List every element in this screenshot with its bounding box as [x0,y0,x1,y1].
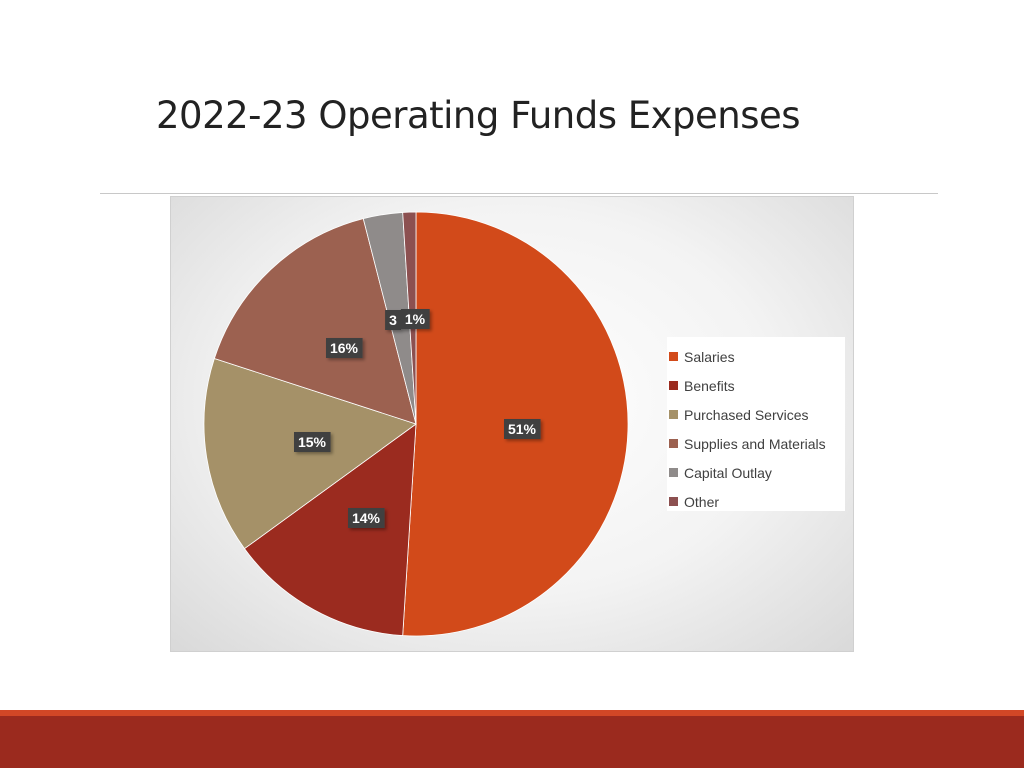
legend-item-benefits: Benefits [669,371,845,400]
legend-label-salaries: Salaries [684,348,735,365]
data-label-other: 1% [400,309,430,329]
legend-swatch-benefits [669,381,678,390]
legend-item-purchased-services: Purchased Services [669,400,845,429]
data-label-text-capital-outlay: 3 [389,312,397,328]
legend-item-supplies-and-materials: Supplies and Materials [669,429,845,458]
pie-chart: 51% 14% 15% 16% 3 1% [203,211,629,637]
legend-label-purchased-services: Purchased Services [684,406,809,423]
legend-item-other: Other [669,487,845,516]
title-divider [100,193,938,194]
legend-swatch-salaries [669,352,678,361]
data-label-box-benefits [348,508,385,528]
data-label-box-other [400,309,430,329]
legend-label-benefits: Benefits [684,377,735,394]
data-label-purchased-services: 15% [294,432,331,452]
legend-label-other: Other [684,493,720,510]
data-label-benefits: 14% [348,508,385,528]
chart-area: 51% 14% 15% 16% 3 1% Salaries Benefits Purcha… [170,196,854,652]
data-label-text-other: 1% [405,311,426,327]
pie-slice-supplies-and-materials [213,218,417,425]
legend-label-capital-outlay: Capital Outlay [684,464,772,481]
legend-label-supplies-and-materials: Supplies and Materials [684,435,826,452]
data-label-text-salaries: 51% [508,421,537,437]
data-label-salaries: 51% [504,419,541,439]
data-label-box-salaries [504,419,541,439]
legend-item-salaries: Salaries [669,342,845,371]
pie-slice-benefits [243,423,417,637]
data-label-text-benefits: 14% [352,510,381,526]
footer-band [0,716,1024,768]
legend-swatch-supplies-and-materials [669,439,678,448]
data-label-text-supplies-and-materials: 16% [330,340,359,356]
legend-swatch-capital-outlay [669,468,678,477]
data-label-text-purchased-services: 15% [298,434,327,450]
legend-swatch-other [669,497,678,506]
data-label-box-purchased-services [294,432,331,452]
legend-item-capital-outlay: Capital Outlay [669,458,845,487]
data-label-capital-outlay: 3 [385,310,402,330]
chart-legend: Salaries Benefits Purchased Services Sup… [667,337,845,511]
pie-slice-purchased-services [203,357,417,550]
slide-title: 2022-23 Operating Funds Expenses [156,94,801,137]
data-label-box-capital-outlay [385,310,402,330]
data-label-box-supplies-and-materials [326,338,363,358]
legend-swatch-purchased-services [669,410,678,419]
footer-accent-stripe [0,710,1024,716]
data-label-supplies-and-materials: 16% [326,338,363,358]
